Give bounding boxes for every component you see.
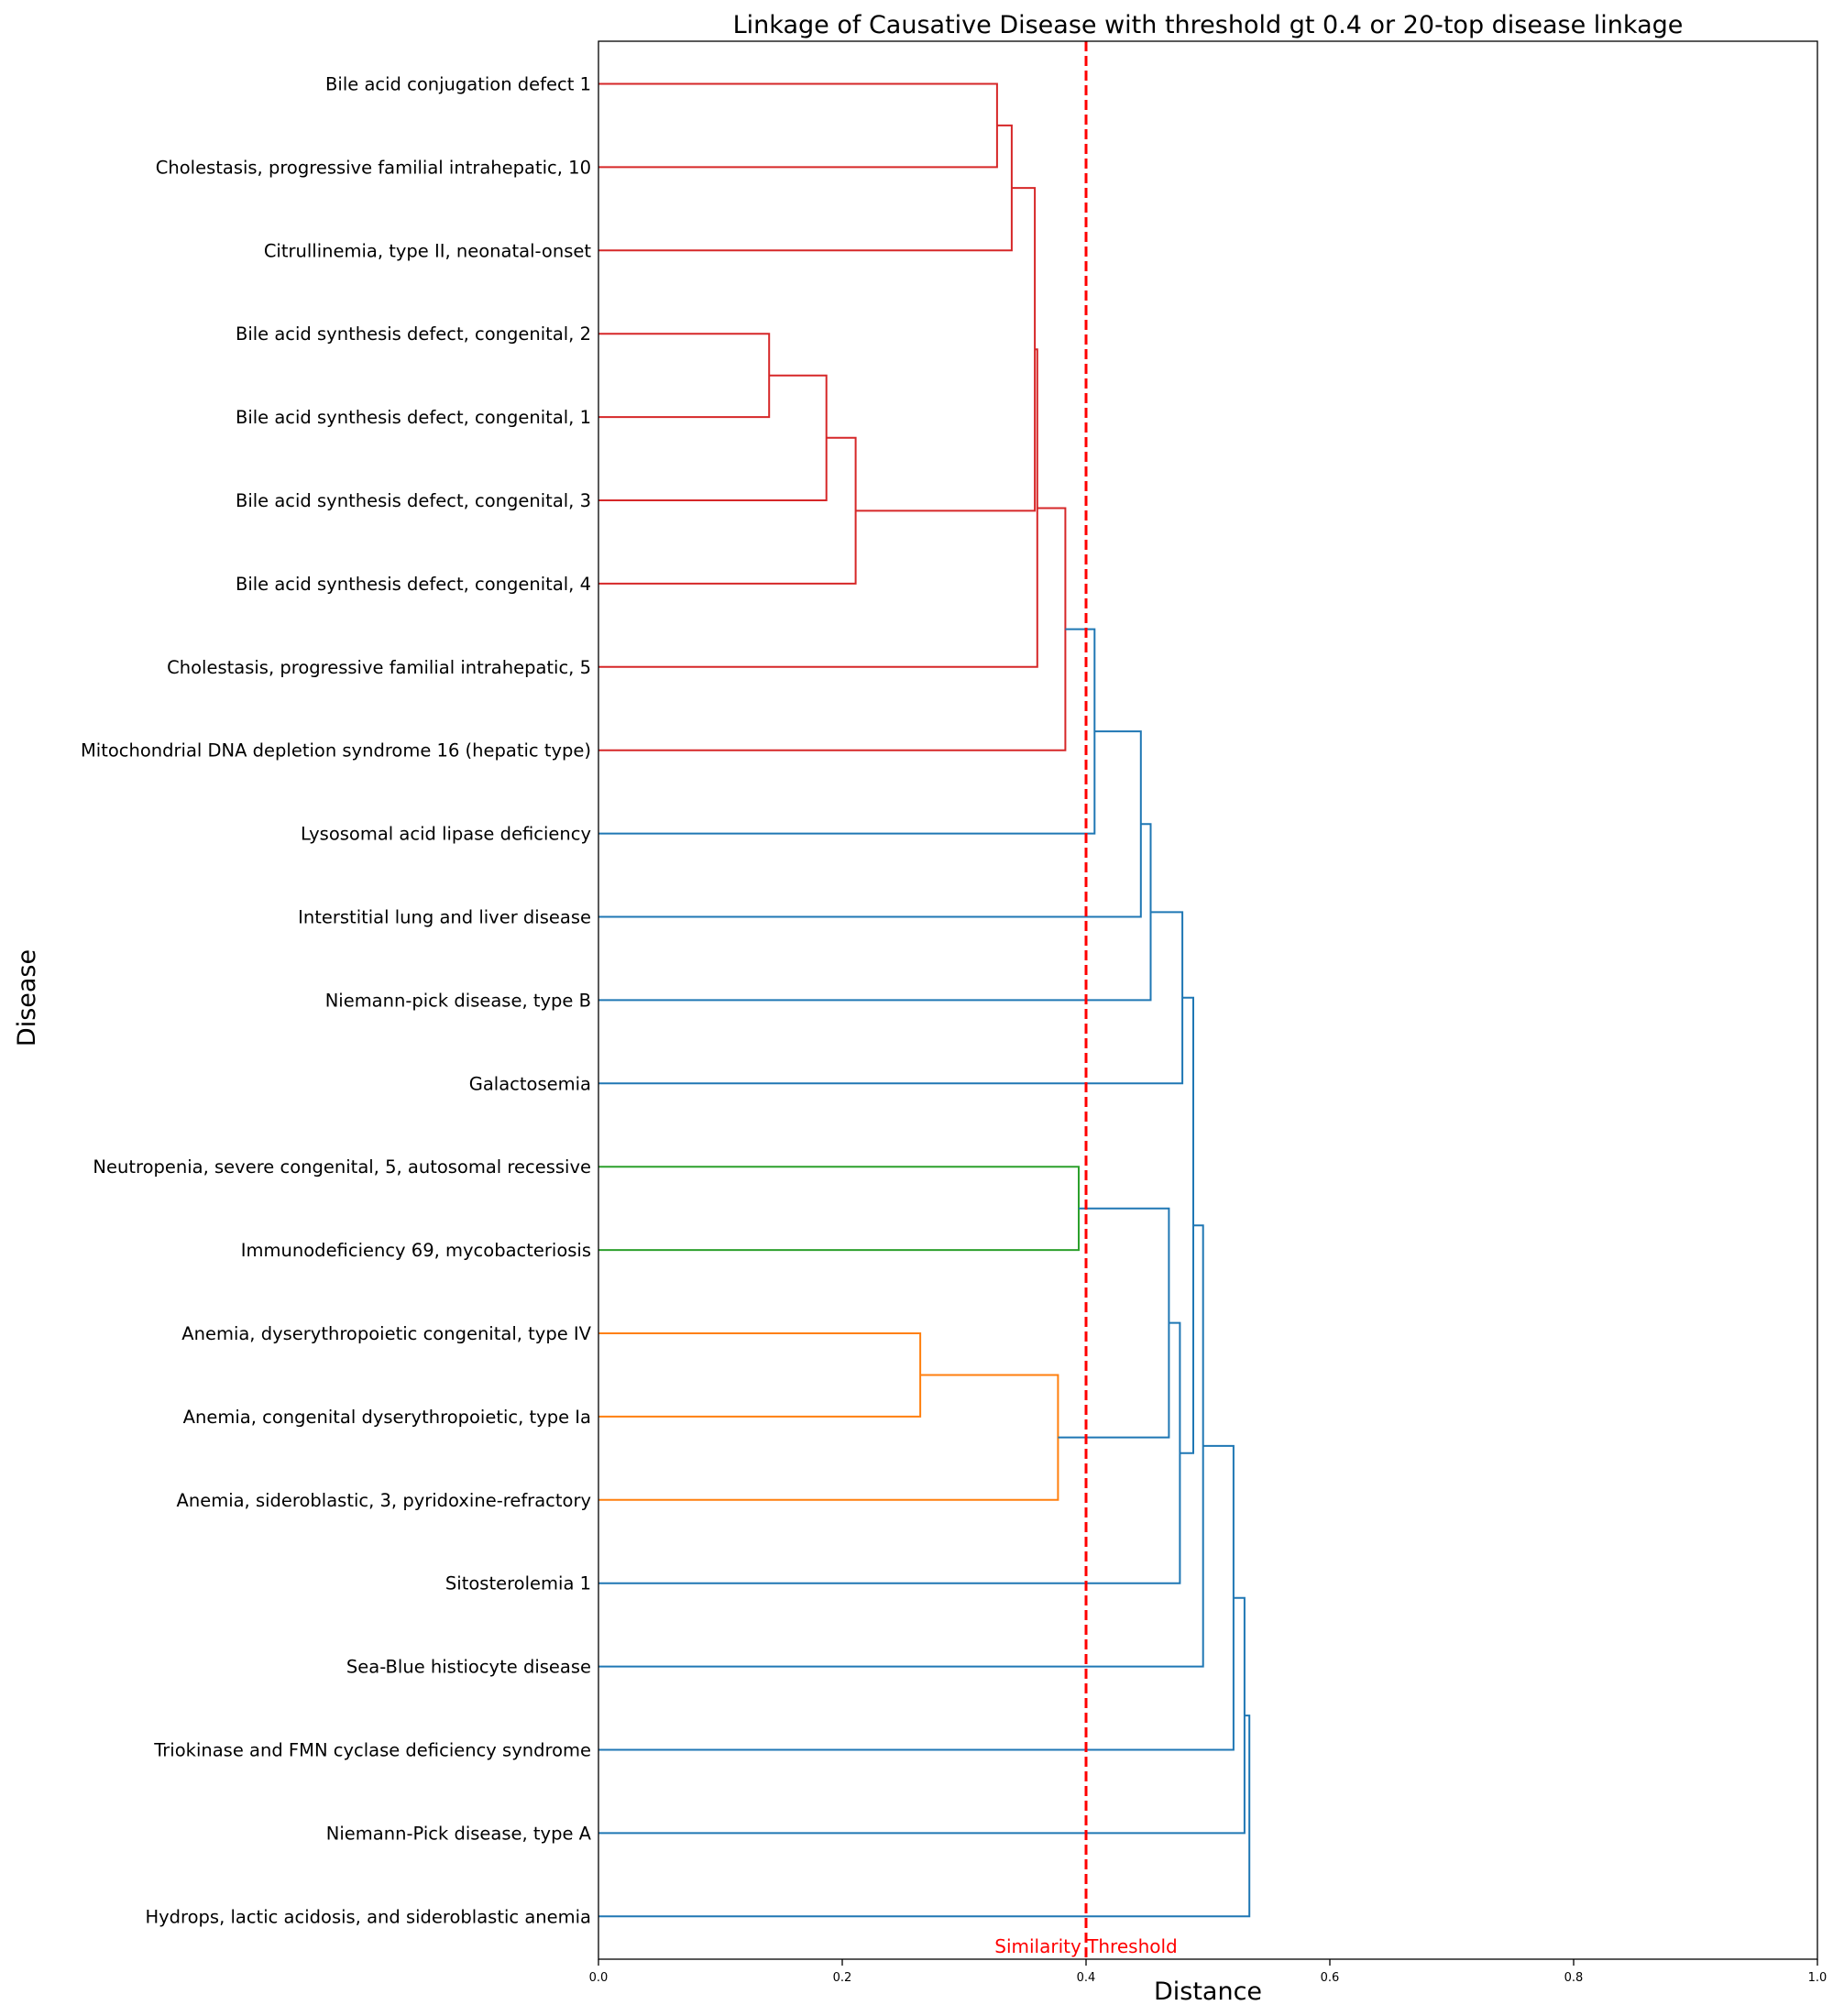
plot-frame bbox=[598, 40, 1818, 1960]
leaf-label: Sea-Blue histiocyte disease bbox=[346, 1657, 591, 1678]
dendrogram-link-n15 bbox=[598, 1374, 1059, 1501]
leaf-label: Bile acid synthesis defect, congenital, … bbox=[236, 490, 591, 511]
leaf-label: Niemann-Pick disease, type A bbox=[326, 1823, 592, 1844]
x-axis-label: Distance bbox=[1154, 1978, 1262, 2006]
leaf-label: Anemia, congenital dyserythropoietic, ty… bbox=[183, 1407, 591, 1428]
dendrogram-link-n2 bbox=[598, 124, 1013, 252]
dendrogram-link-n21 bbox=[598, 1596, 1246, 1835]
leaf-label: Anemia, dyserythropoietic congenital, ty… bbox=[181, 1323, 591, 1344]
dendrogram-link-n3 bbox=[598, 333, 771, 419]
leaf-label: Cholestasis, progressive familial intrah… bbox=[167, 657, 591, 678]
leaf-label: Niemann-pick disease, type B bbox=[325, 990, 591, 1011]
dendrogram-link-n6 bbox=[855, 187, 1037, 512]
threshold-label: Similarity Threshold bbox=[994, 1935, 1177, 1957]
x-tick-label: 1.0 bbox=[1808, 1971, 1828, 1985]
dendrogram-links bbox=[598, 82, 1251, 1918]
leaf-label: Neutropenia, severe congenital, 5, autos… bbox=[93, 1156, 591, 1178]
x-tick-label: 0.4 bbox=[1077, 1971, 1096, 1985]
dendrogram-link-n4 bbox=[598, 374, 828, 501]
leaf-label: Galactosemia bbox=[469, 1073, 591, 1094]
x-tick-label: 0.8 bbox=[1564, 1971, 1584, 1985]
x-tick-label: 0.6 bbox=[1321, 1971, 1340, 1985]
leaf-label: Bile acid synthesis defect, congenital, … bbox=[236, 574, 591, 595]
leaf-label: Citrullinemia, type II, neonatal-onset bbox=[264, 240, 592, 261]
leaf-label: Lysosomal acid lipase deficiency bbox=[301, 824, 591, 845]
dendrogram-link-n14 bbox=[598, 1332, 922, 1418]
dendrogram-link-n7 bbox=[598, 348, 1038, 668]
dendrogram-link-n1 bbox=[598, 82, 998, 169]
leaf-label: Bile acid synthesis defect, congenital, … bbox=[236, 407, 591, 428]
dendrogram-link-n12 bbox=[598, 911, 1184, 1085]
x-axis-ticks: 0.0 0.2 0.4 0.6 0.8 1.0 bbox=[589, 1959, 1828, 1985]
leaf-label: Cholestasis, progressive familial intrah… bbox=[156, 157, 591, 178]
leaf-labels: Bile acid conjugation defect 1 Cholestasi… bbox=[81, 74, 592, 1928]
leaf-label: Anemia, sideroblastic, 3, pyridoxine-ref… bbox=[177, 1490, 592, 1511]
dendrogram-link-n8 bbox=[598, 507, 1067, 751]
chart-title: Linkage of Causative Disease with thresh… bbox=[733, 11, 1684, 39]
leaf-label: Triokinase and FMN cyclase deficiency sy… bbox=[153, 1740, 591, 1761]
dendrogram-link-n13 bbox=[598, 1166, 1080, 1252]
y-axis-label: Disease bbox=[13, 949, 41, 1046]
leaf-label: Mitochondrial DNA depletion syndrome 16 … bbox=[81, 740, 591, 761]
x-tick-label: 0.0 bbox=[589, 1971, 609, 1985]
leaf-label: Sitosterolemia 1 bbox=[445, 1573, 591, 1594]
dendrogram-link-n11 bbox=[598, 823, 1152, 1002]
x-tick-label: 0.2 bbox=[833, 1971, 852, 1985]
dendrogram-link-n9 bbox=[598, 628, 1096, 835]
leaf-label: Immunodeficiency 69, mycobacteriosis bbox=[241, 1240, 591, 1261]
dendrogram-link-n16 bbox=[1058, 1207, 1170, 1439]
dendrogram-link-n5 bbox=[598, 436, 857, 585]
leaf-label: Hydrops, lactic acidosis, and sideroblas… bbox=[145, 1906, 591, 1927]
dendrogram-link-n10 bbox=[598, 730, 1142, 918]
dendrogram-link-n17 bbox=[598, 1321, 1181, 1584]
dendrogram-link-n19 bbox=[598, 1224, 1204, 1668]
dendrogram-link-n22 bbox=[598, 1715, 1251, 1918]
leaf-label: Bile acid synthesis defect, congenital, … bbox=[236, 323, 591, 345]
dendrogram-link-n20 bbox=[598, 1444, 1235, 1751]
leaf-label: Interstitial lung and liver disease bbox=[298, 907, 591, 928]
leaf-label: Bile acid conjugation defect 1 bbox=[325, 74, 591, 95]
